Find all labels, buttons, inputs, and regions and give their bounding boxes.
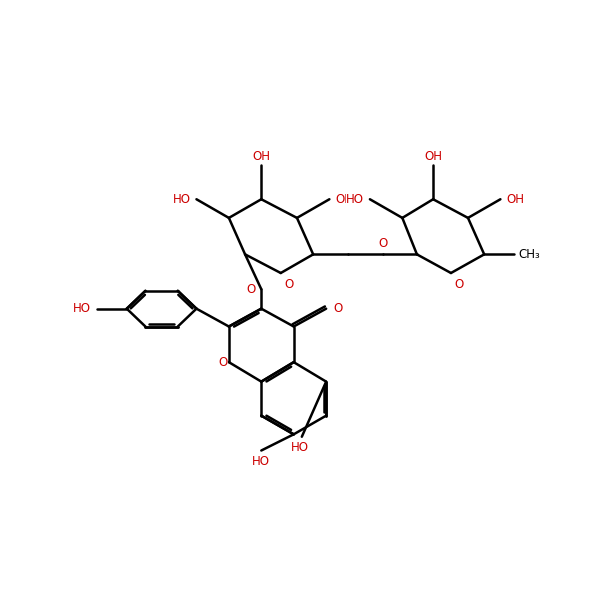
Text: O: O	[378, 237, 388, 250]
Text: HO: HO	[253, 455, 271, 468]
Text: OH: OH	[506, 193, 524, 206]
Text: HO: HO	[346, 193, 364, 206]
Text: CH₃: CH₃	[519, 248, 541, 261]
Text: O: O	[333, 302, 343, 315]
Text: O: O	[284, 278, 293, 290]
Text: HO: HO	[173, 193, 191, 206]
Text: HO: HO	[290, 442, 308, 454]
Text: O: O	[218, 356, 227, 368]
Text: OH: OH	[253, 150, 271, 163]
Text: OH: OH	[335, 193, 353, 206]
Text: O: O	[455, 278, 464, 290]
Text: O: O	[247, 283, 256, 296]
Text: OH: OH	[424, 150, 442, 163]
Text: HO: HO	[73, 302, 91, 315]
